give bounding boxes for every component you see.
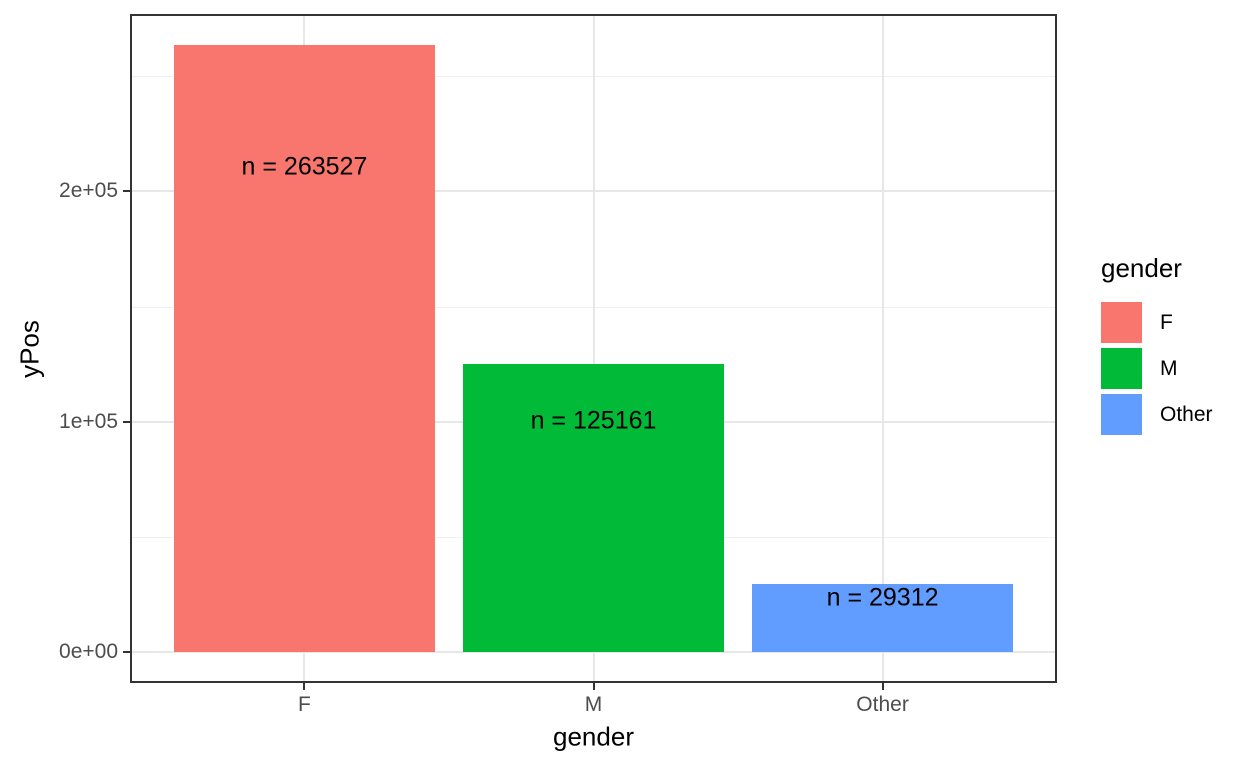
- bar-count-label: n = 263527: [241, 152, 368, 181]
- legend-entry-other: Other: [1101, 394, 1213, 435]
- legend-entry-label: M: [1160, 356, 1178, 380]
- x-tick-mark: [592, 682, 595, 690]
- y-tick-mark: [123, 190, 131, 193]
- bar-other: [752, 584, 1013, 652]
- bar-m: [463, 363, 724, 652]
- y-tick-mark: [123, 420, 131, 423]
- legend-entry-f: F: [1101, 302, 1213, 343]
- bar-count-label: n = 125161: [530, 406, 657, 435]
- legend-title: gender: [1101, 253, 1182, 283]
- bar-f: [174, 45, 435, 652]
- x-tick-mark: [303, 682, 306, 690]
- y-axis-title: yPos: [14, 319, 45, 378]
- legend-swatch-other: [1101, 394, 1142, 435]
- x-tick-label: M: [584, 693, 603, 716]
- legend: gender F M Other: [1101, 253, 1213, 440]
- legend-entry-label: F: [1160, 310, 1173, 334]
- legend-entries: F M Other: [1101, 302, 1213, 435]
- x-tick-mark: [881, 682, 884, 690]
- y-tick-label: 2e+05: [59, 179, 118, 203]
- x-gridline-major: [881, 15, 884, 682]
- x-axis-title: gender: [553, 721, 634, 752]
- y-tick-label: 1e+05: [59, 409, 118, 433]
- bar-count-label: n = 29312: [826, 583, 939, 612]
- y-tick-label: 0e+00: [59, 639, 118, 663]
- plot-panel: [131, 15, 1056, 682]
- y-tick-mark: [123, 650, 131, 653]
- x-gridline-major: [592, 15, 595, 682]
- legend-swatch-f: [1101, 302, 1142, 343]
- legend-entry-label: Other: [1160, 402, 1213, 426]
- legend-entry-m: M: [1101, 348, 1213, 389]
- x-tick-label: Other: [856, 693, 909, 716]
- legend-swatch-m: [1101, 348, 1142, 389]
- x-tick-label: F: [298, 693, 311, 716]
